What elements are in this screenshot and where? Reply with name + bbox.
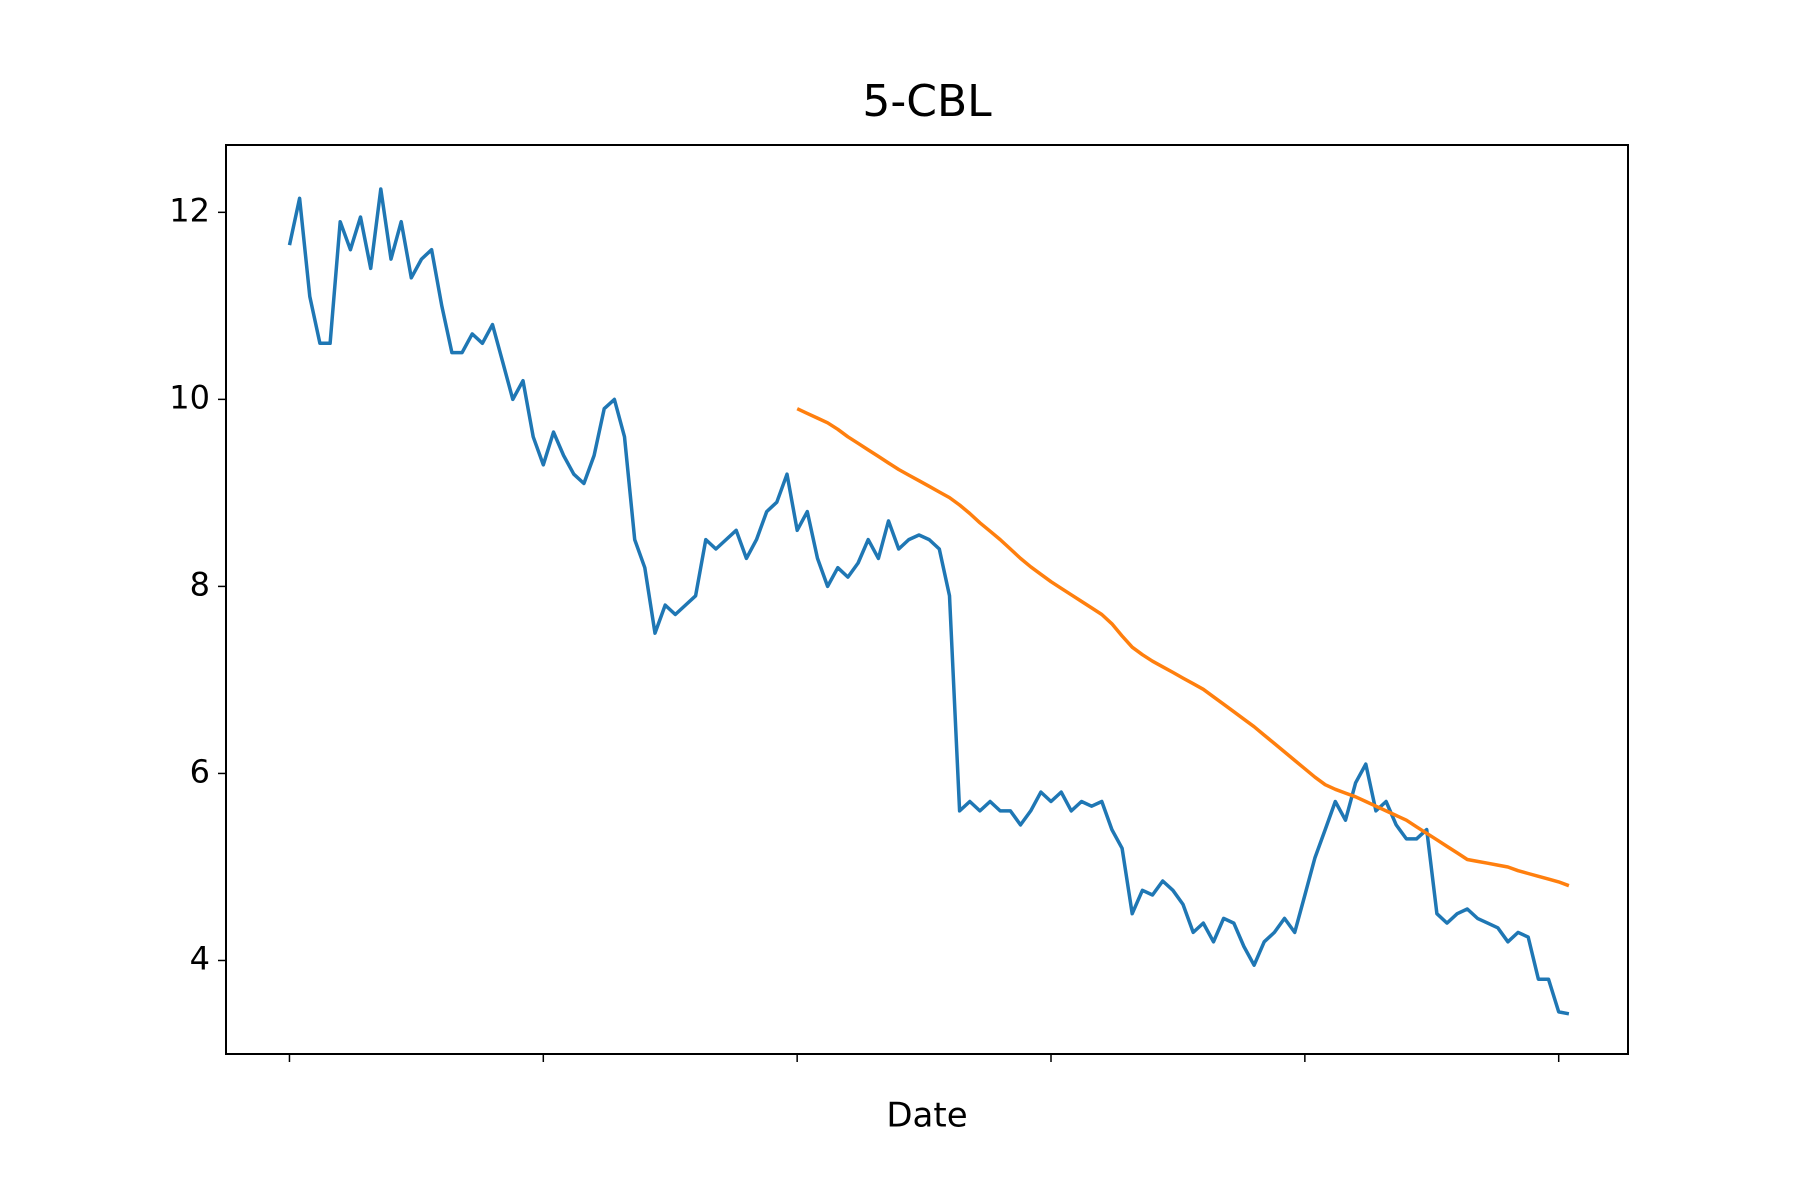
y-tick-label: 10 xyxy=(169,378,210,416)
plot-frame xyxy=(225,144,1629,1055)
y-tick-label: 6 xyxy=(190,752,210,790)
line-series xyxy=(287,187,1570,1016)
y-tick-label: 4 xyxy=(190,939,210,977)
chart-title: 5-CBL xyxy=(862,76,992,127)
y-tick-label: 12 xyxy=(169,191,210,229)
line-series xyxy=(796,407,1570,888)
y-tick-label: 8 xyxy=(190,565,210,603)
x-axis-label: Date xyxy=(886,1096,967,1136)
